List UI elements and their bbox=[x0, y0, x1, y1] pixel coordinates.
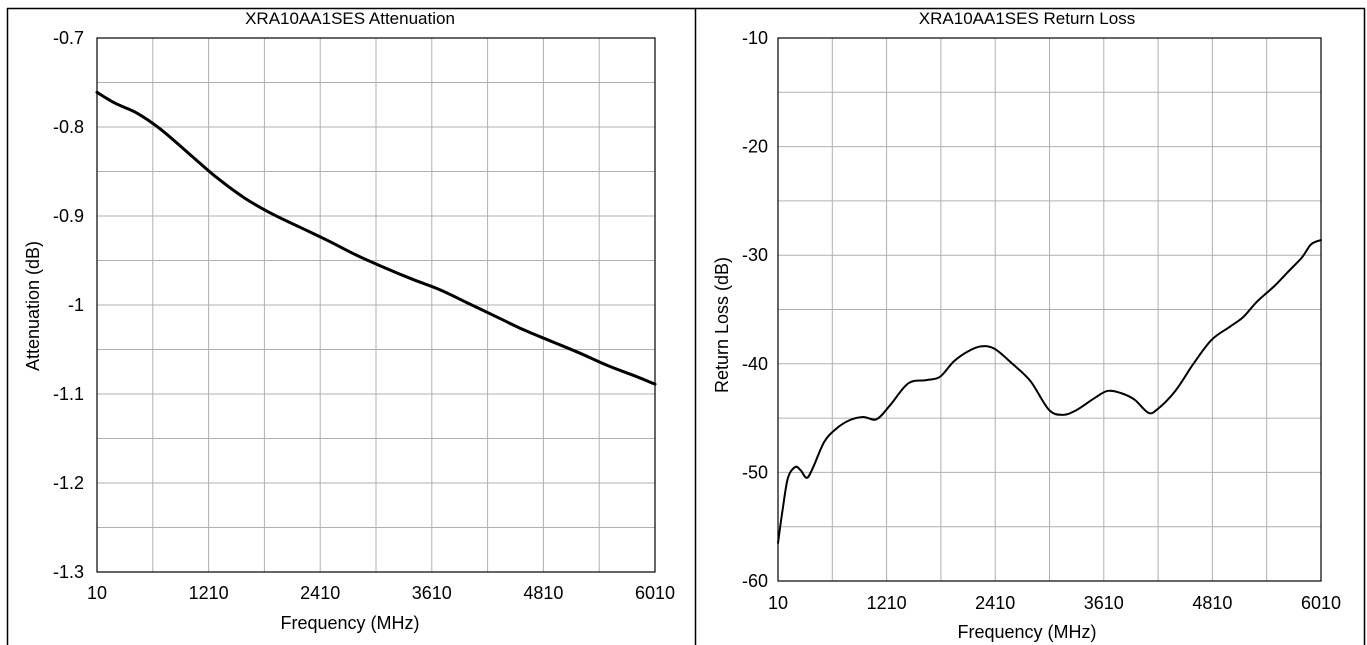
return-loss-chart-title: XRA10AA1SES Return Loss bbox=[919, 9, 1135, 28]
return-loss-y-tick-label: -30 bbox=[742, 245, 768, 265]
return-loss-y-tick-label: -10 bbox=[742, 28, 768, 48]
return-loss-series-line bbox=[777, 238, 1322, 544]
attenuation-y-ticks: -0.7 -0.8 -0.9 -1 -1.1 -1.2 -1.3 bbox=[53, 28, 84, 582]
return-loss-y-tick-label: -50 bbox=[742, 462, 768, 482]
return-loss-x-tick-label: 1210 bbox=[867, 593, 907, 613]
return-loss-x-tick-label: 2410 bbox=[975, 593, 1015, 613]
return-loss-x-ticks: 10 1210 2410 3610 4810 6010 bbox=[768, 593, 1341, 613]
return-loss-y-tick-label: -20 bbox=[742, 137, 768, 157]
attenuation-y-tick-label: -1.3 bbox=[53, 562, 84, 582]
attenuation-x-tick-label: 10 bbox=[87, 583, 107, 603]
return-loss-plot-border bbox=[777, 37, 1322, 582]
return-loss-x-tick-label: 3610 bbox=[1084, 593, 1124, 613]
attenuation-x-ticks: 10 1210 2410 3610 4810 6010 bbox=[87, 583, 675, 603]
return-loss-x-tick-label: 6010 bbox=[1301, 593, 1341, 613]
attenuation-y-tick-label: -1 bbox=[68, 295, 84, 315]
return-loss-y-tick-label: -40 bbox=[742, 354, 768, 374]
attenuation-grid bbox=[96, 37, 656, 573]
return-loss-y-tick-label: -60 bbox=[742, 571, 768, 591]
attenuation-x-tick-label: 6010 bbox=[635, 583, 675, 603]
attenuation-y-tick-label: -0.8 bbox=[53, 117, 84, 137]
attenuation-y-tick-label: -0.9 bbox=[53, 206, 84, 226]
return-loss-x-tick-label: 4810 bbox=[1192, 593, 1232, 613]
attenuation-x-axis-label: Frequency (MHz) bbox=[280, 613, 419, 633]
return-loss-y-axis-label: Return Loss (dB) bbox=[712, 257, 732, 393]
return-loss-x-axis-label: Frequency (MHz) bbox=[957, 622, 1096, 642]
attenuation-x-tick-label: 2410 bbox=[300, 583, 340, 603]
return-loss-grid bbox=[777, 37, 1322, 582]
return-loss-chart: XRA10AA1SES Return Loss 10 1210 2410 3610 48… bbox=[712, 9, 1341, 642]
attenuation-series-line bbox=[95, 90, 657, 386]
attenuation-y-axis-label: Attenuation (dB) bbox=[23, 241, 43, 371]
attenuation-y-tick-label: -1.1 bbox=[53, 384, 84, 404]
attenuation-x-tick-label: 1210 bbox=[189, 583, 229, 603]
attenuation-y-tick-label: -0.7 bbox=[53, 28, 84, 48]
attenuation-chart: XRA10AA1SES Attenuation 10 1210 2410 3610 48… bbox=[23, 9, 675, 633]
attenuation-x-tick-label: 3610 bbox=[412, 583, 452, 603]
attenuation-y-tick-label: -1.2 bbox=[53, 473, 84, 493]
attenuation-plot-border bbox=[96, 37, 656, 573]
return-loss-x-tick-label: 10 bbox=[768, 593, 788, 613]
attenuation-chart-title: XRA10AA1SES Attenuation bbox=[245, 9, 455, 28]
attenuation-x-tick-label: 4810 bbox=[523, 583, 563, 603]
return-loss-y-ticks: -10 -20 -30 -40 -50 -60 bbox=[742, 28, 768, 591]
